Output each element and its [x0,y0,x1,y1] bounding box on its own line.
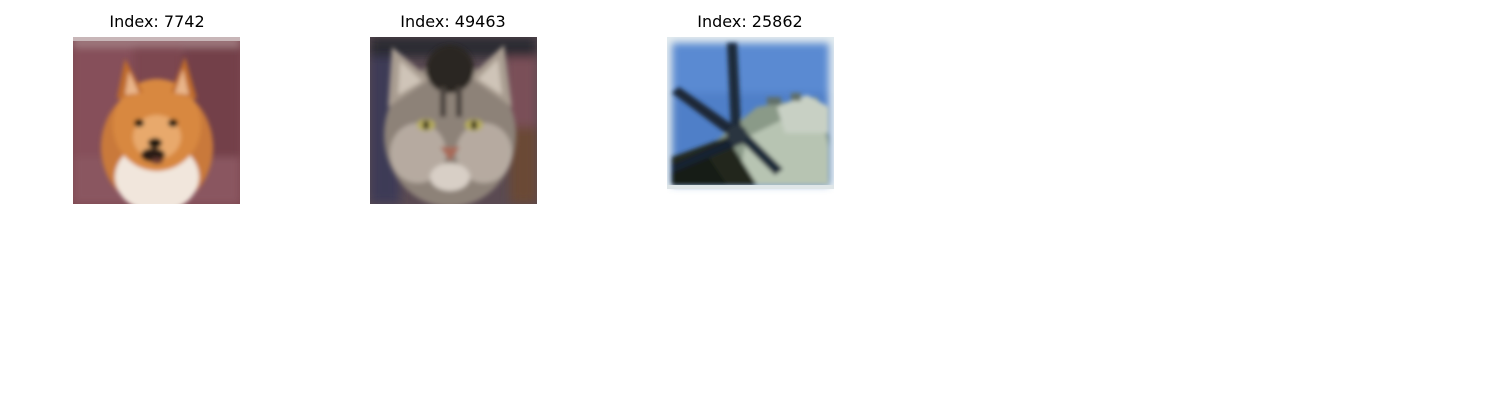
panel-title: Index: 49463 [400,12,506,31]
cat-image [370,37,537,204]
dog-image [73,37,240,204]
panel-title: Index: 7742 [109,12,205,31]
panel-title: Index: 25862 [697,12,803,31]
aircraft-image [667,37,834,204]
